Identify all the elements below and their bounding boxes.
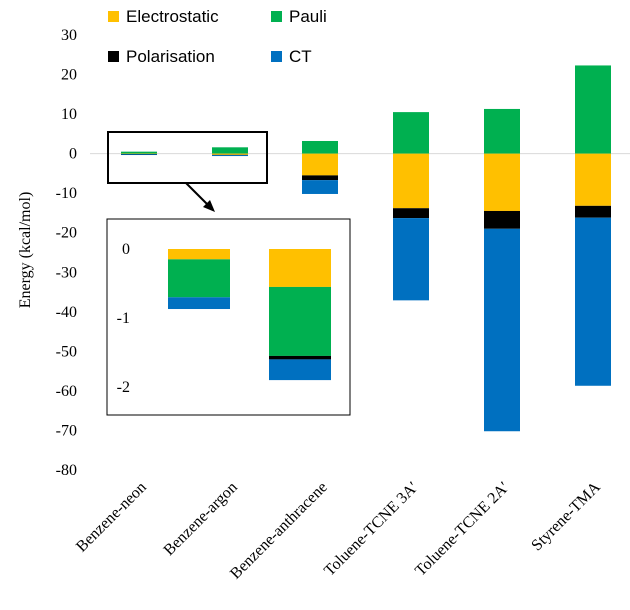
bar-segment-electrostatic xyxy=(302,153,338,176)
bar-segment-electrostatic xyxy=(575,153,611,206)
y-tick-label: -50 xyxy=(56,343,77,360)
y-tick-label: -30 xyxy=(56,264,77,281)
inset-bar-segment-pauli xyxy=(168,259,230,298)
inset-bar-segment-polarisation xyxy=(269,355,331,360)
legend-swatch-electrostatic xyxy=(108,11,119,22)
bar-segment-pauli xyxy=(484,108,520,154)
bars xyxy=(121,65,611,432)
bar-segment-ct xyxy=(575,217,611,386)
bar-segment-polarisation xyxy=(393,208,429,219)
callout-arrow-head xyxy=(203,200,215,212)
y-tick-label: 10 xyxy=(61,106,77,123)
bar-segment-polarisation xyxy=(302,175,338,181)
bar-segment-electrostatic xyxy=(484,153,520,211)
inset-y-tick-label: 0 xyxy=(122,241,130,258)
bar-segment-polarisation xyxy=(575,205,611,218)
category-label-toluene-tcne-2a: Toluene-TCNE 2A′ xyxy=(412,479,513,580)
bar-segment-pauli xyxy=(393,112,429,154)
category-label-benzene-anthracene: Benzene-anthracene xyxy=(227,479,331,583)
legend-label-polarisation: Polarisation xyxy=(126,47,215,66)
legend-label-electrostatic: Electrostatic xyxy=(126,7,219,26)
category-label-benzene-neon: Benzene-neon xyxy=(73,479,150,556)
legend-swatch-polarisation xyxy=(108,51,119,62)
bar-segment-ct xyxy=(212,155,248,157)
legend-label-ct: CT xyxy=(289,47,312,66)
y-tick-label: -70 xyxy=(56,422,77,439)
callout-arrow-line xyxy=(185,182,210,207)
legend-item-ct: CT xyxy=(271,47,312,66)
bar-segment-ct xyxy=(121,154,157,156)
inset-bar-segment-electrostatic xyxy=(168,249,230,260)
bar-segment-pauli xyxy=(121,151,157,154)
inset-y-tick-label: -2 xyxy=(117,379,130,396)
bar-segment-ct xyxy=(484,228,520,432)
bar-segment-polarisation xyxy=(484,210,520,229)
inset-bar-segment-pauli xyxy=(269,286,331,356)
legend-swatch-ct xyxy=(271,51,282,62)
legend-item-polarisation: Polarisation xyxy=(108,47,215,66)
y-axis-label: Energy (kcal/mol) xyxy=(17,192,34,309)
legend-item-electrostatic: Electrostatic xyxy=(108,7,219,26)
inset-bar-segment-ct xyxy=(269,359,331,381)
y-tick-label: 0 xyxy=(69,146,77,163)
y-tick-label: -20 xyxy=(56,225,77,242)
legend-item-pauli: Pauli xyxy=(271,7,327,26)
inset-bar-segment-electrostatic xyxy=(269,249,331,287)
y-axis-ticks: 30 20 10 0 -10 -20 -30 -40 -50 -60 -70 -80 xyxy=(56,27,77,479)
y-tick-label: -10 xyxy=(56,185,77,202)
bar-segment-ct xyxy=(393,218,429,301)
legend-label-pauli: Pauli xyxy=(289,7,327,26)
bar-segment-electrostatic xyxy=(393,153,429,209)
inset-y-axis-ticks: 0 -1 -2 xyxy=(117,241,130,396)
bar-segment-pauli xyxy=(575,65,611,154)
inset-chart: 0 -1 -2 xyxy=(106,218,351,416)
y-tick-label: 20 xyxy=(61,67,77,84)
bar-segment-pauli xyxy=(302,140,338,154)
legend: Electrostatic Pauli Polarisation CT xyxy=(108,7,327,66)
bar-segment-pauli xyxy=(212,147,248,154)
legend-swatch-pauli xyxy=(271,11,282,22)
category-label-toluene-tcne-3a: Toluene-TCNE 3A′ xyxy=(321,479,422,580)
category-label-benzene-argon: Benzene-argon xyxy=(161,479,241,559)
y-tick-label: -80 xyxy=(56,462,77,479)
bar-segment-electrostatic xyxy=(212,153,248,155)
callout-box xyxy=(107,131,268,184)
inset-bars xyxy=(168,249,331,381)
inset-bar-segment-ct xyxy=(168,297,230,310)
category-labels: Benzene-neon Benzene-argonBenzene-anthrac… xyxy=(73,478,604,582)
y-tick-label: 30 xyxy=(61,27,77,44)
bar-segment-ct xyxy=(302,180,338,194)
y-tick-label: -60 xyxy=(56,383,77,400)
category-label-styrene-tma: Styrene-TMA xyxy=(528,478,604,554)
inset-y-tick-label: -1 xyxy=(117,310,130,327)
y-tick-label: -40 xyxy=(56,304,77,321)
